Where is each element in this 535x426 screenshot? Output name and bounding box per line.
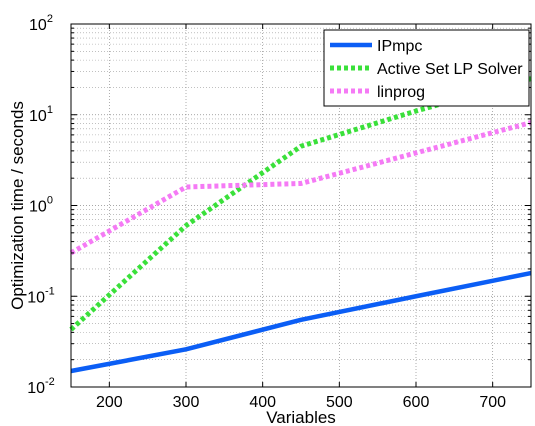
legend: IPmpc Active Set LP Solver linprog (323, 29, 530, 107)
legend-label-2: linprog (377, 84, 425, 101)
y-tick-label: 10-1 (27, 285, 55, 306)
x-axis-label: Variables (266, 408, 336, 426)
y-tick-label: 102 (29, 13, 53, 34)
x-tick-label: 600 (403, 394, 430, 411)
x-tick-label: 700 (479, 394, 506, 411)
series-line-2 (69, 120, 532, 256)
x-tick-label: 400 (249, 394, 276, 411)
x-tick-label: 300 (173, 394, 200, 411)
axis-ticks: 200 300 400 500 600 700 10-2 10-1 100 101 102 (27, 13, 531, 411)
y-tick-label: 10-2 (27, 376, 55, 397)
x-tick-label: 200 (96, 394, 123, 411)
y-tick-label: 101 (29, 104, 53, 125)
y-tick-label: 100 (29, 195, 53, 216)
x-tick-label: 500 (326, 394, 353, 411)
series-lines (69, 76, 532, 374)
legend-label-0: IPmpc (377, 38, 422, 55)
y-axis-label: Optimization time / seconds (8, 101, 27, 310)
series-line-0 (70, 270, 532, 374)
legend-label-1: Active Set LP Solver (377, 61, 523, 78)
series-line-1 (69, 76, 532, 332)
